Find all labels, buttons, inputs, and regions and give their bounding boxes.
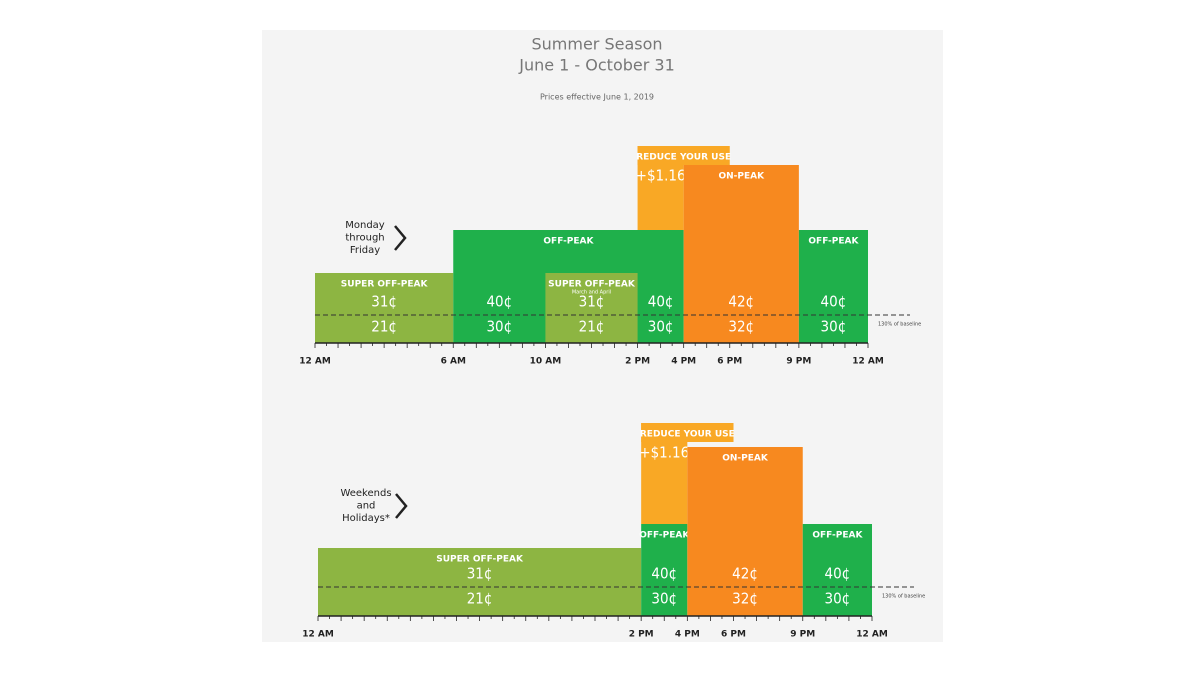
price: 40¢ bbox=[821, 293, 847, 311]
subtitle: June 1 - October 31 bbox=[518, 56, 675, 75]
time-label: 12 AM bbox=[856, 630, 888, 640]
time-label: 9 PM bbox=[786, 357, 811, 367]
price: 32¢ bbox=[728, 318, 754, 336]
time-label: 6 PM bbox=[717, 357, 742, 367]
price: 31¢ bbox=[371, 293, 397, 311]
chevron bbox=[394, 225, 407, 251]
rate-block bbox=[315, 273, 454, 343]
rate-block bbox=[545, 273, 638, 343]
panel-label: Monday bbox=[345, 220, 385, 231]
price: 30¢ bbox=[651, 590, 677, 608]
rate-block bbox=[641, 524, 688, 616]
note: Prices effective June 1, 2019 bbox=[540, 93, 654, 102]
panel-label: Holidays* bbox=[342, 513, 390, 524]
price: 30¢ bbox=[486, 318, 512, 336]
time-label: 12 AM bbox=[302, 630, 334, 640]
rate-block bbox=[318, 548, 642, 616]
price: 40¢ bbox=[651, 565, 677, 583]
time-label: 9 PM bbox=[790, 630, 815, 640]
block-label: ON-PEAK bbox=[722, 454, 769, 464]
block-label: REDUCE YOUR USE bbox=[636, 153, 731, 163]
time-label: 6 PM bbox=[721, 630, 746, 640]
price: 40¢ bbox=[824, 565, 850, 583]
time-label: 4 PM bbox=[675, 630, 700, 640]
price: 30¢ bbox=[648, 318, 674, 336]
block-amount: +$1.16 bbox=[636, 167, 686, 185]
block-amount: +$1.16 bbox=[639, 444, 689, 462]
block-label: REDUCE YOUR USE bbox=[640, 430, 735, 440]
panel-label: and bbox=[357, 501, 376, 512]
time-label: 6 AM bbox=[441, 357, 466, 367]
block-label: ON-PEAK bbox=[718, 172, 765, 182]
rate-block-header bbox=[641, 423, 734, 442]
rate-block bbox=[687, 447, 803, 616]
price: 21¢ bbox=[579, 318, 605, 336]
rate-block bbox=[683, 165, 799, 343]
block-label: OFF-PEAK bbox=[812, 531, 863, 541]
time-label: 2 PM bbox=[629, 630, 654, 640]
panel-label: Friday bbox=[350, 245, 380, 256]
block-label: SUPER OFF-PEAK bbox=[548, 280, 636, 290]
price: 42¢ bbox=[732, 565, 758, 583]
time-label: 2 PM bbox=[625, 357, 650, 367]
block-note: March and April bbox=[572, 290, 611, 296]
price: 30¢ bbox=[821, 318, 847, 336]
block-label: OFF-PEAK bbox=[543, 237, 594, 247]
panel-label: Weekends bbox=[340, 488, 391, 499]
time-label: 12 AM bbox=[299, 357, 331, 367]
rate-block bbox=[798, 230, 868, 343]
block-label: SUPER OFF-PEAK bbox=[436, 555, 524, 565]
price: 21¢ bbox=[467, 590, 493, 608]
price: 40¢ bbox=[648, 293, 674, 311]
price: 21¢ bbox=[371, 318, 397, 336]
panel-label: through bbox=[345, 233, 384, 244]
time-label: 12 AM bbox=[852, 357, 884, 367]
price: 30¢ bbox=[824, 590, 850, 608]
time-label: 10 AM bbox=[530, 357, 562, 367]
price: 32¢ bbox=[732, 590, 758, 608]
price: 42¢ bbox=[728, 293, 754, 311]
baseline-label: 130% of baseline bbox=[882, 594, 925, 600]
price: 31¢ bbox=[467, 565, 493, 583]
title: Summer Season bbox=[531, 35, 662, 54]
block-label: OFF-PEAK bbox=[639, 531, 690, 541]
chevron bbox=[395, 493, 408, 519]
baseline-label: 130% of baseline bbox=[878, 322, 921, 328]
rate-block-header bbox=[637, 146, 730, 165]
block-label: OFF-PEAK bbox=[808, 237, 859, 247]
time-label: 4 PM bbox=[671, 357, 696, 367]
rate-block bbox=[802, 524, 872, 616]
price: 40¢ bbox=[486, 293, 512, 311]
price: 31¢ bbox=[579, 293, 605, 311]
block-label: SUPER OFF-PEAK bbox=[341, 280, 429, 290]
